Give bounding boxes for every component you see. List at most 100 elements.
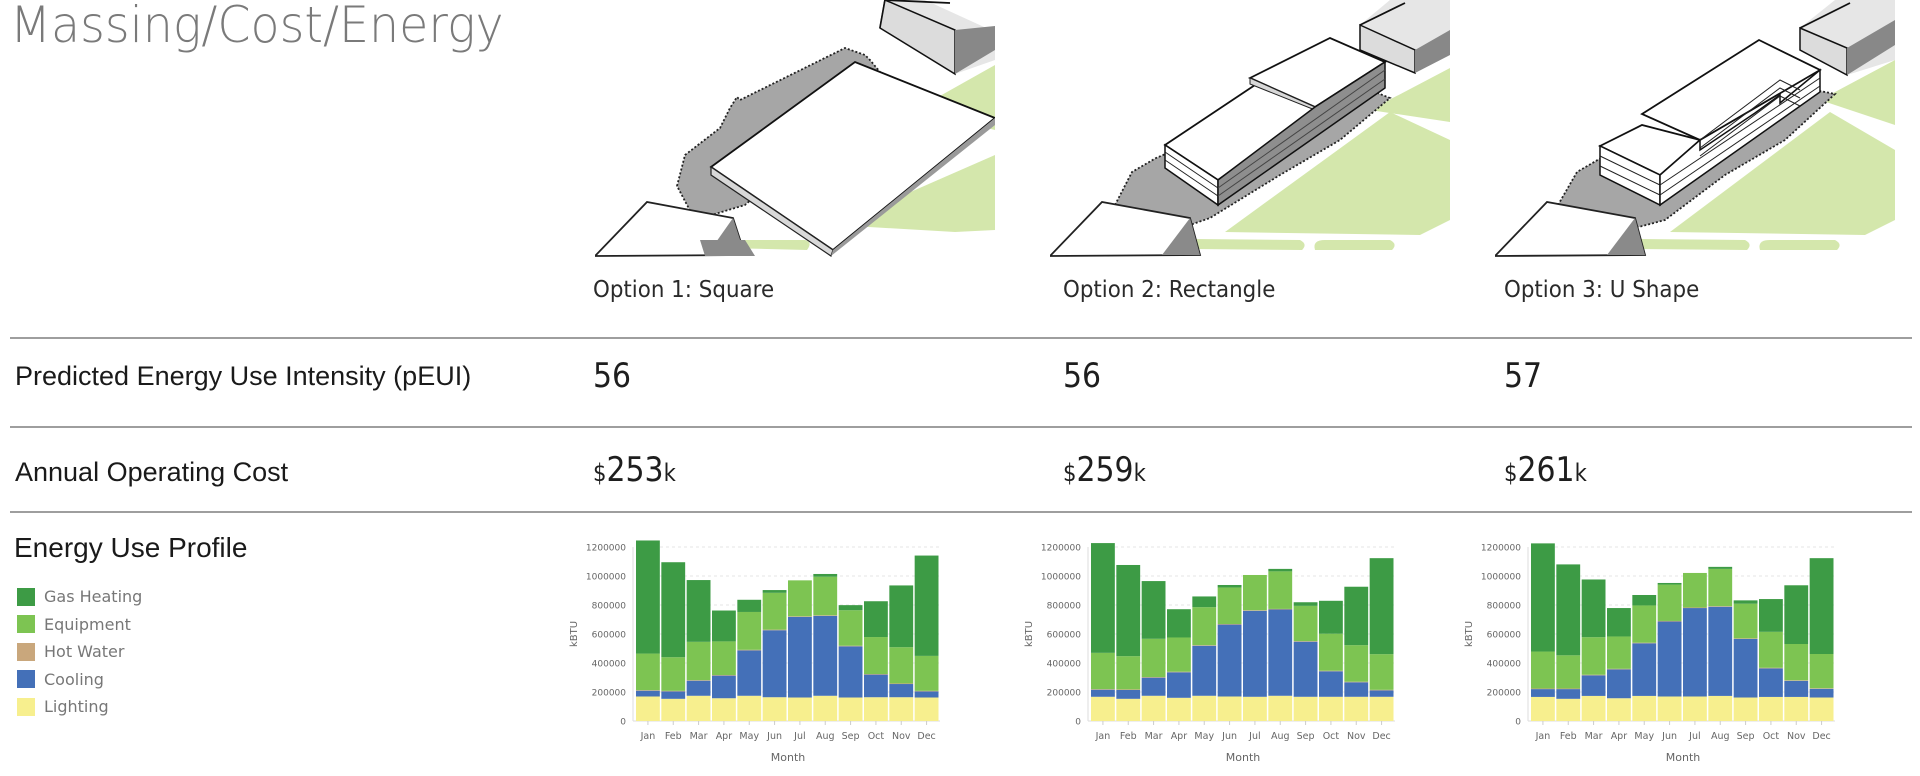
bar-segment <box>1657 696 1682 721</box>
bar-segment <box>1268 608 1293 610</box>
x-tick-label: Apr <box>1171 731 1188 742</box>
bar-segment <box>864 601 888 638</box>
bar-segment <box>1268 609 1293 696</box>
bar-segment <box>1293 605 1318 642</box>
legend-item-lighting: Lighting <box>17 693 142 721</box>
x-axis-label: Month <box>1226 751 1261 764</box>
bar-segment <box>762 629 787 631</box>
bar-segment <box>737 650 762 696</box>
divider <box>10 511 1912 513</box>
bar-segment <box>1759 667 1783 669</box>
cost-unit: k <box>1133 459 1146 487</box>
bar-segment <box>1192 645 1217 646</box>
divider <box>10 426 1912 428</box>
bar-segment <box>1141 677 1166 696</box>
bar-segment <box>914 697 939 721</box>
bar-segment <box>1759 631 1783 668</box>
currency-symbol: $ <box>1504 459 1518 487</box>
y-tick-label: 1200000 <box>1481 544 1521 554</box>
page-title: Massing/Cost/Energy <box>10 0 504 54</box>
bar-segment <box>864 674 888 675</box>
x-tick-label: Jun <box>1661 731 1677 742</box>
bar-segment <box>737 695 762 721</box>
x-tick-label: Jan <box>640 731 656 742</box>
cost-value: $259k <box>1063 450 1146 490</box>
bar-segment <box>1809 558 1834 655</box>
bar-segment <box>1344 645 1369 682</box>
legend-swatch <box>17 615 35 634</box>
bar-segment <box>1167 672 1191 698</box>
bar-segment <box>889 697 914 721</box>
bar-segment <box>1116 689 1141 699</box>
x-tick-label: Dec <box>917 731 935 742</box>
energy-chart-option-1: 0 200000 400000 600000 800000 1000000 1200000 J… <box>569 535 950 776</box>
bar-segment <box>1581 579 1606 638</box>
y-tick-label: 400000 <box>1047 660 1082 670</box>
bar-segment <box>1632 642 1657 644</box>
bar-segment <box>1809 688 1834 698</box>
bar-segment <box>1268 571 1293 609</box>
massing-diagram-u-shape <box>1495 0 1895 258</box>
bar-segment <box>737 649 762 651</box>
bar-segment <box>1607 668 1631 670</box>
bar-segment <box>838 610 863 646</box>
bar-segment <box>1167 697 1191 721</box>
y-tick-label: 600000 <box>592 631 627 641</box>
x-tick-label: Nov <box>1787 731 1806 742</box>
bar-segment <box>914 690 939 692</box>
x-tick-label: Sep <box>1297 731 1315 742</box>
y-tick-label: 200000 <box>1047 689 1082 699</box>
bar-segment <box>1556 689 1581 699</box>
y-tick-label: 0 <box>1515 718 1521 728</box>
energy-chart-option-2: 0 200000 400000 600000 800000 1000000 1200000 J… <box>1024 535 1405 776</box>
y-tick-label: 800000 <box>1047 602 1082 612</box>
bar-segment <box>1319 633 1343 671</box>
x-tick-label: Nov <box>892 731 911 742</box>
legend-item-gas-heating: Gas Heating <box>17 583 142 611</box>
legend-item-hot-water: Hot Water <box>17 638 142 666</box>
x-tick-label: Apr <box>1611 731 1628 742</box>
bar-segment <box>889 647 914 684</box>
bar-segment <box>1632 594 1657 606</box>
bar-segment <box>1369 689 1394 691</box>
peui-value: 56 <box>1063 356 1102 396</box>
bar-segment <box>788 616 812 698</box>
bar-segment <box>1784 680 1809 681</box>
x-tick-label: Mar <box>690 731 708 742</box>
bar-segment <box>914 691 939 698</box>
bar-segment <box>686 680 711 696</box>
massing-diagram-rectangle <box>1050 0 1450 258</box>
x-axis-label: Month <box>1666 751 1701 764</box>
x-tick-label: Feb <box>665 731 682 742</box>
bar-segment <box>1293 641 1318 697</box>
bar-segment <box>661 691 686 699</box>
bar-segment <box>1141 581 1166 639</box>
x-tick-label: Aug <box>816 731 835 742</box>
bar-segment <box>1141 677 1166 678</box>
bar-segment <box>1217 584 1242 588</box>
bar-segment <box>1369 654 1394 690</box>
y-tick-label: 0 <box>1075 718 1081 728</box>
bar-segment <box>1683 572 1707 608</box>
bar-segment <box>1192 645 1217 696</box>
bar-segment <box>1091 689 1115 690</box>
bar-segment <box>712 610 736 642</box>
bar-segment <box>1657 582 1682 585</box>
bar-segment <box>686 641 711 681</box>
bar-segment <box>1531 651 1555 689</box>
legend-item-equipment: Equipment <box>17 611 142 639</box>
bar-segment <box>1759 668 1783 697</box>
bar-segment <box>1607 636 1631 669</box>
bar-segment <box>712 675 736 699</box>
y-tick-label: 400000 <box>592 660 627 670</box>
bar-segment <box>762 592 787 630</box>
bar-segment <box>1809 688 1834 689</box>
bar-segment <box>636 653 660 691</box>
bar-segment <box>864 637 888 675</box>
bar-segment <box>1657 620 1682 622</box>
bar-segment <box>1607 608 1631 637</box>
bar-segment <box>661 698 686 721</box>
y-tick-label: 0 <box>620 718 626 728</box>
bar-segment <box>1784 696 1809 721</box>
bar-segment <box>686 680 711 681</box>
